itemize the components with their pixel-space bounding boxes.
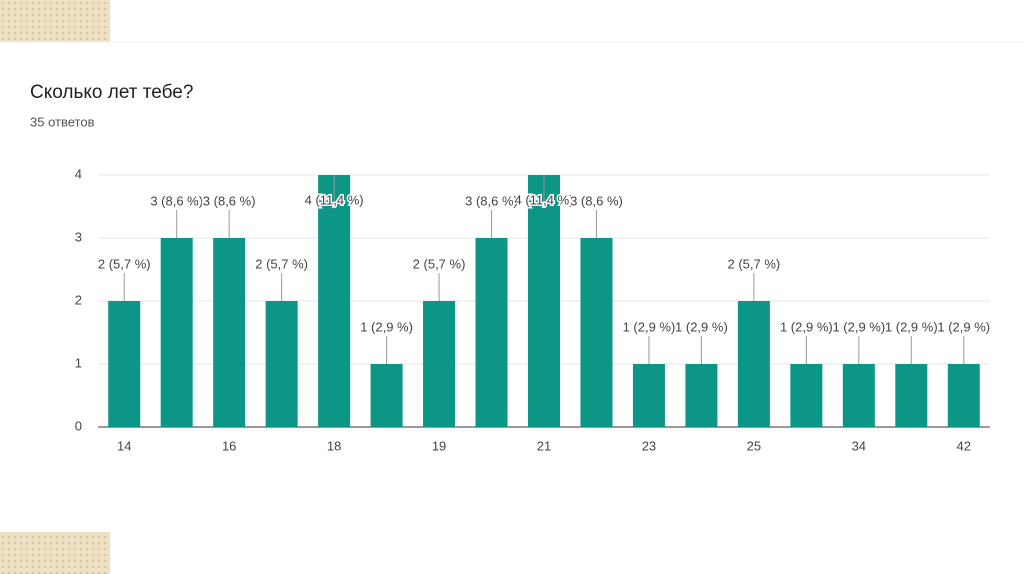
value-label: 3 (8,6 %)	[150, 193, 203, 208]
bar	[370, 364, 403, 427]
value-label: 2 (5,7 %)	[728, 256, 781, 271]
corner-decoration	[0, 532, 110, 574]
bar	[475, 238, 508, 427]
value-label: 1 (2,9 %)	[780, 319, 833, 334]
bar	[265, 301, 298, 427]
x-tick-label: 34	[852, 438, 866, 453]
value-label: 2 (5,7 %)	[255, 256, 308, 271]
x-tick-label: 16	[222, 438, 236, 453]
y-tick-label: 1	[75, 355, 82, 370]
bar	[318, 175, 351, 427]
x-tick-label: 42	[957, 438, 971, 453]
value-label: 1 (2,9 %)	[675, 319, 728, 334]
value-label: 1 (2,9 %)	[832, 319, 885, 334]
bar	[632, 364, 665, 427]
chart-title: Сколько лет тебе?	[30, 82, 193, 103]
y-tick-label: 2	[75, 292, 82, 307]
value-label: 3 (8,6 %)	[465, 193, 518, 208]
value-label: 1 (2,9 %)	[885, 319, 938, 334]
bar	[160, 238, 193, 427]
bar	[528, 175, 560, 427]
bar	[895, 364, 928, 427]
value-label: 2 (5,7 %)	[98, 256, 151, 271]
bar	[213, 238, 246, 427]
bar	[423, 301, 456, 427]
y-tick-label: 3	[75, 229, 82, 244]
value-label: 1 (2,9 %)	[937, 319, 990, 334]
chart-subtitle: 35 ответов	[30, 114, 95, 129]
y-tick-label: 4	[75, 166, 82, 181]
corner-decoration	[0, 0, 110, 42]
value-label: 4 (11,4 %)	[305, 192, 364, 207]
value-label: 3 (8,6 %)	[570, 193, 623, 208]
x-tick-label: 23	[642, 438, 656, 453]
y-tick-label: 0	[75, 418, 82, 433]
bar	[842, 364, 875, 427]
x-tick-label: 18	[327, 438, 341, 453]
bar	[685, 364, 718, 427]
bar	[580, 238, 613, 427]
x-tick-label: 21	[537, 438, 551, 453]
bar	[790, 364, 823, 427]
value-label: 3 (8,6 %)	[203, 193, 256, 208]
bar	[947, 364, 980, 427]
bar	[108, 301, 141, 427]
x-tick-label: 19	[432, 438, 446, 453]
value-label: 1 (2,9 %)	[360, 319, 413, 334]
value-label: 4 (11,4 %)	[514, 192, 573, 207]
value-label: 1 (2,9 %)	[623, 319, 676, 334]
bar	[737, 301, 770, 427]
x-tick-label: 25	[747, 438, 761, 453]
value-label: 2 (5,7 %)	[413, 256, 466, 271]
x-tick-label: 14	[117, 438, 131, 453]
